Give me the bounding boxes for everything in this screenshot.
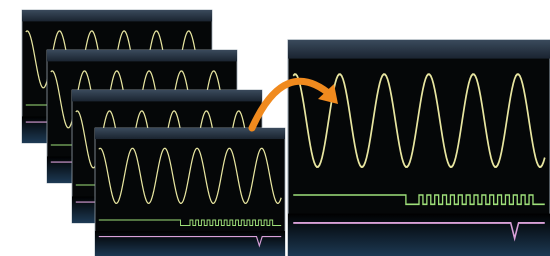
screens — [22, 10, 550, 256]
screen-foot — [288, 214, 550, 256]
screen-toolbar — [95, 128, 285, 139]
page: (() => { JSON.parse(document.getElementB… — [0, 0, 550, 256]
screen-toolbar — [72, 90, 262, 101]
scope-screen — [288, 40, 550, 256]
scope-screen — [95, 128, 285, 256]
scene — [0, 0, 550, 256]
screen-toolbar — [288, 40, 550, 59]
screen-foot — [95, 231, 285, 256]
screen-toolbar — [47, 50, 237, 61]
screen-toolbar — [22, 10, 212, 21]
